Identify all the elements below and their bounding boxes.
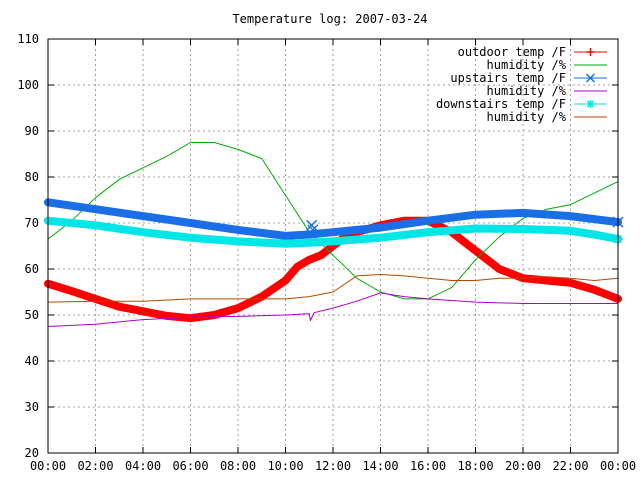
point-marker xyxy=(586,100,595,108)
x-tick-label: 04:00 xyxy=(125,459,161,473)
x-tick-label: 18:00 xyxy=(457,459,493,473)
y-tick-label: 60 xyxy=(25,262,39,276)
point-marker xyxy=(307,224,319,236)
y-tick-label: 70 xyxy=(25,216,39,230)
x-tick-label: 20:00 xyxy=(505,459,541,473)
legend-label: downstairs temp /F xyxy=(436,97,566,111)
x-tick-label: 00:00 xyxy=(30,459,66,473)
x-tick-label: 16:00 xyxy=(410,459,446,473)
legend-label: humidity /% xyxy=(487,84,567,98)
x-tick-label: 10:00 xyxy=(267,459,303,473)
y-tick-label: 40 xyxy=(25,354,39,368)
x-tick-label: 14:00 xyxy=(362,459,398,473)
y-tick-label: 30 xyxy=(25,400,39,414)
series-line xyxy=(44,198,622,240)
x-tick-label: 02:00 xyxy=(77,459,113,473)
point-marker xyxy=(586,48,595,56)
x-tick-label: 06:00 xyxy=(172,459,208,473)
legend-label: humidity /% xyxy=(487,58,567,72)
series-line xyxy=(47,274,619,303)
chart-title: Temperature log: 2007-03-24 xyxy=(232,12,427,26)
axes: 20 30 40 50 60 70 80 90 100 110 00:00 02:00 04:00 06:… xyxy=(17,32,636,473)
y-tick-label: 100 xyxy=(17,78,39,92)
series-layer xyxy=(44,142,624,327)
series-line xyxy=(44,216,622,323)
y-tick-label: 50 xyxy=(25,308,39,322)
point-marker xyxy=(585,73,596,83)
legend-label: humidity /% xyxy=(487,110,567,124)
series-line xyxy=(44,216,622,248)
y-tick-label: 90 xyxy=(25,124,39,138)
y-tick-label: 80 xyxy=(25,170,39,184)
y-tick-label: 20 xyxy=(25,446,39,460)
series-line xyxy=(47,292,619,327)
x-tick-label: 08:00 xyxy=(220,459,256,473)
series-line xyxy=(47,142,619,300)
plot-frame xyxy=(47,38,619,454)
x-tick-label: 22:00 xyxy=(552,459,588,473)
x-tick-label: 00:00 xyxy=(600,459,636,473)
legend-label: upstairs temp /F xyxy=(450,71,566,85)
x-tick-label: 12:00 xyxy=(315,459,351,473)
y-tick-label: 110 xyxy=(17,32,39,46)
legend-label: outdoor temp /F xyxy=(458,45,566,59)
